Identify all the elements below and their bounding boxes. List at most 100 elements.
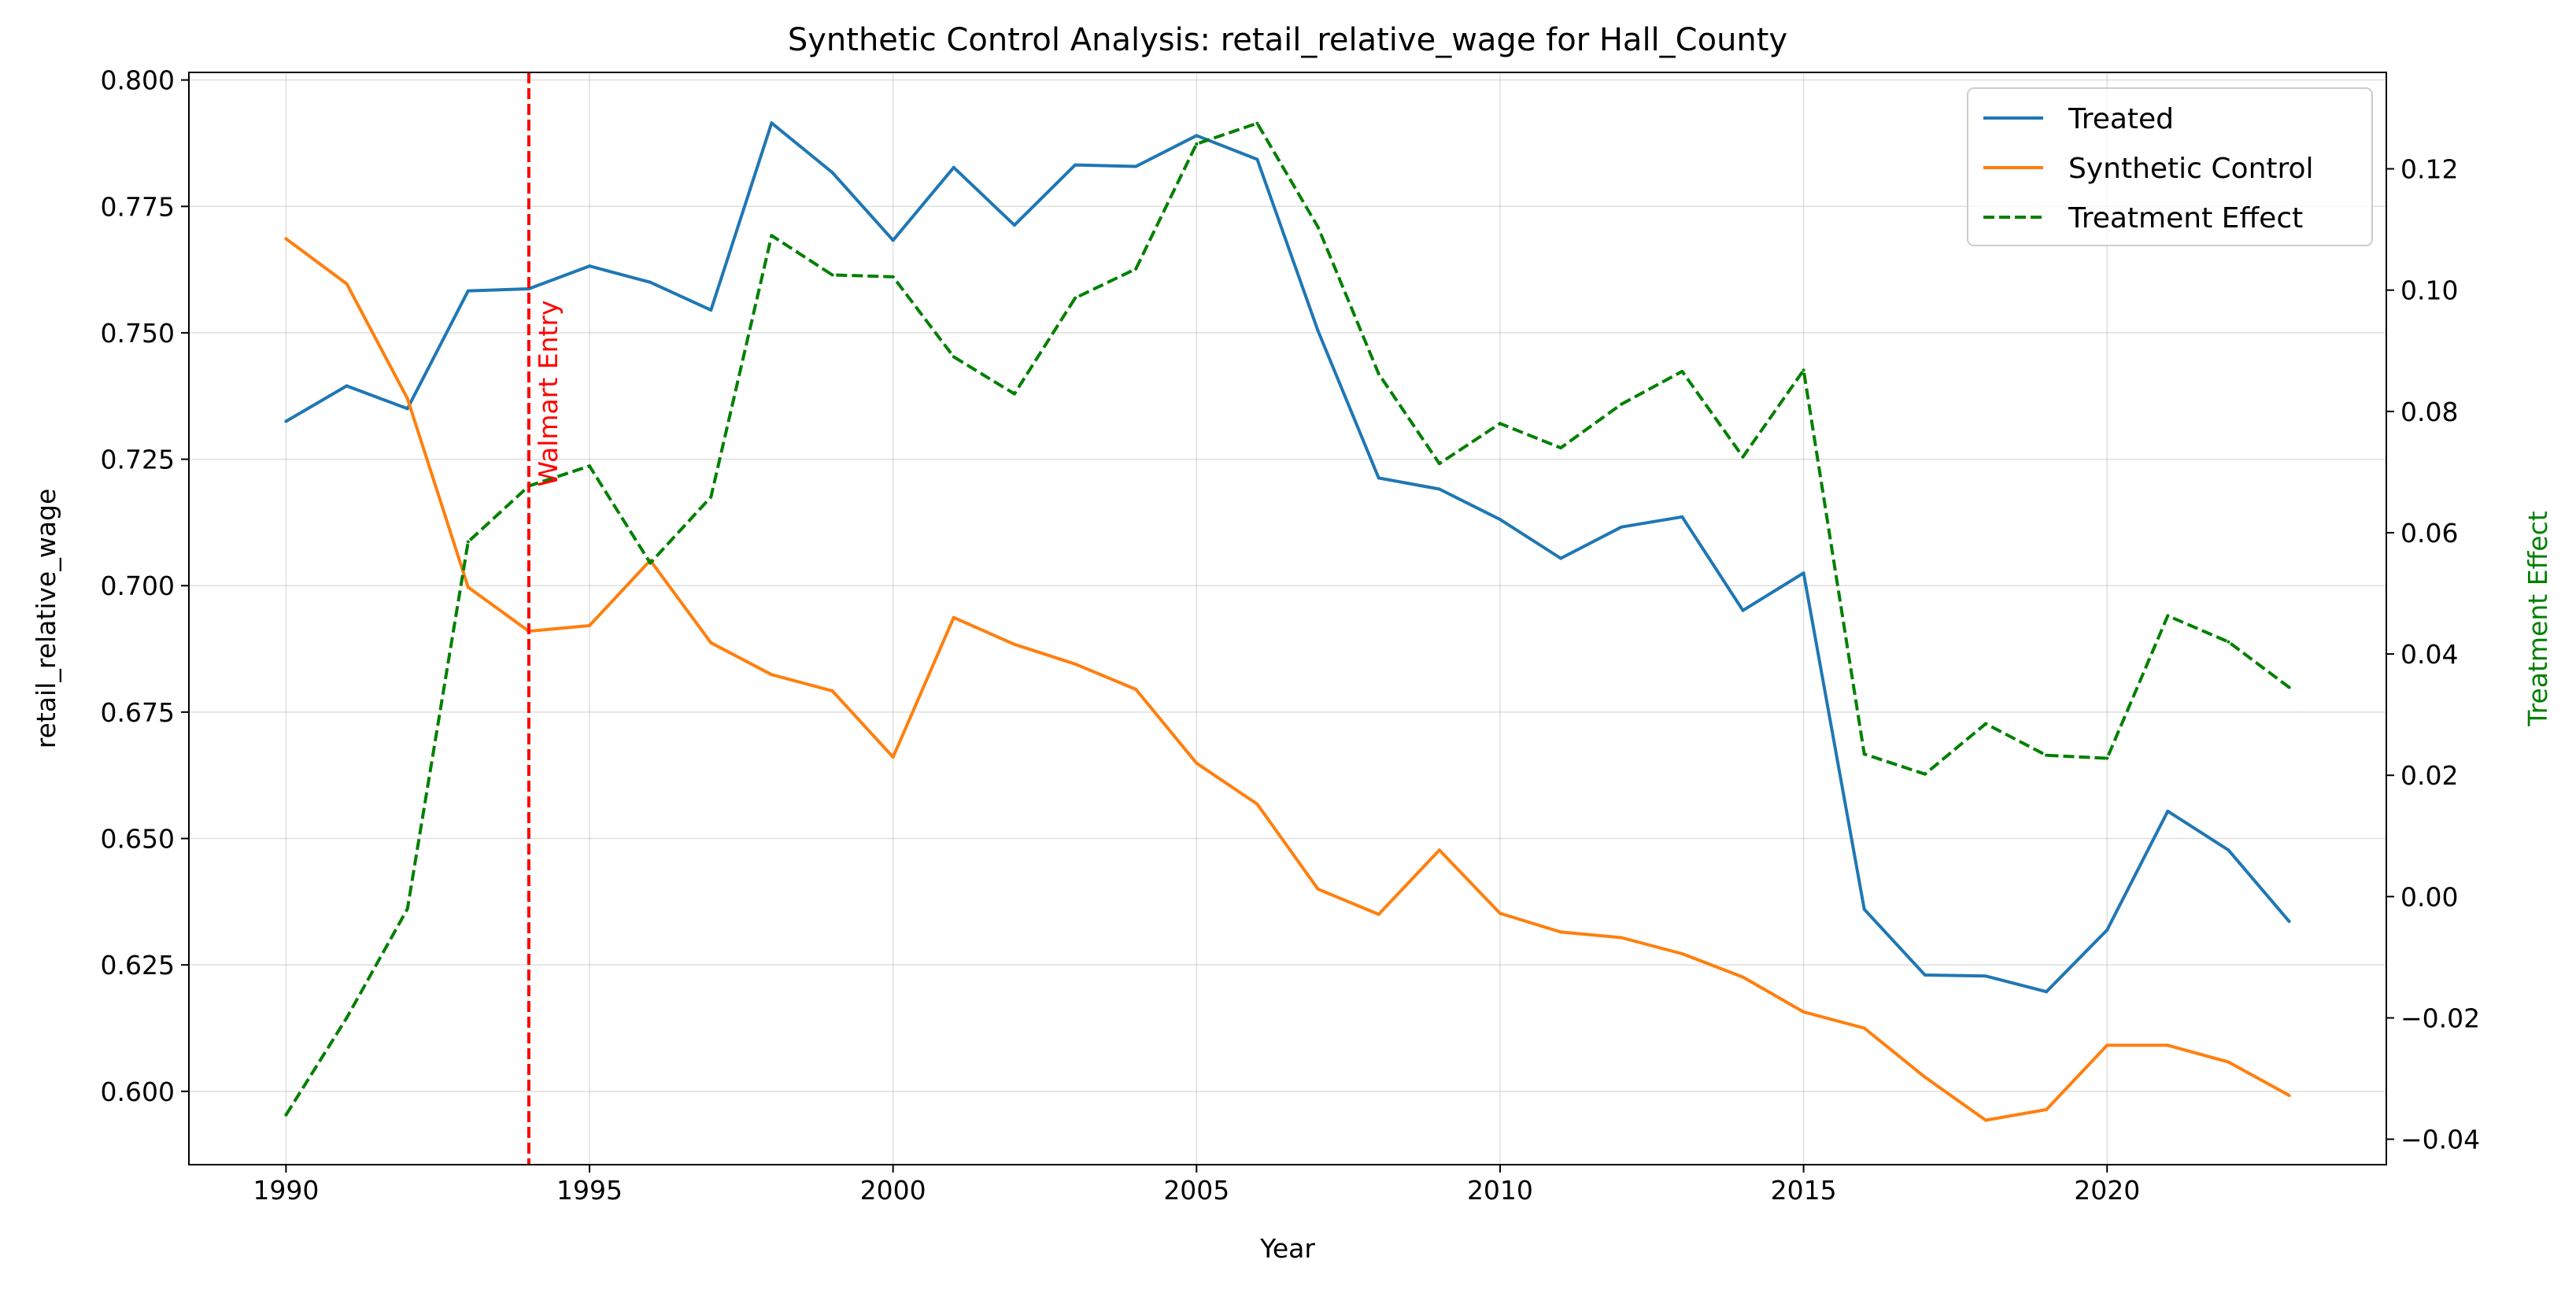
data-point-treated	[1741, 608, 1745, 612]
data-point-treated	[1255, 157, 1259, 161]
y-tick-label: 0.650	[101, 824, 175, 855]
data-point-treated	[2287, 919, 2291, 923]
data-point-treated	[1195, 134, 1199, 138]
data-point-treated	[952, 165, 955, 169]
y2-tick-label: 0.06	[2400, 518, 2458, 548]
data-point-treatment-effect	[830, 273, 834, 277]
data-point-synthetic-control	[1741, 975, 1745, 979]
data-point-synthetic-control	[1862, 1026, 1866, 1030]
data-point-treated	[527, 287, 530, 291]
data-point-synthetic-control	[1983, 1118, 1987, 1122]
y2-axis-title: Treatment Effect	[2522, 511, 2553, 726]
y-tick-label: 0.675	[101, 697, 175, 728]
data-point-synthetic-control	[1134, 687, 1138, 691]
series-layer	[284, 121, 2291, 1122]
data-point-treated	[1134, 164, 1138, 168]
data-point-treatment-effect	[2105, 756, 2109, 760]
data-point-treated	[2227, 848, 2230, 852]
data-point-treatment-effect	[1559, 446, 1563, 450]
data-point-treated	[1862, 907, 1866, 911]
data-point-treated	[466, 289, 470, 293]
data-point-synthetic-control	[1923, 1075, 1927, 1079]
data-point-treated	[1437, 487, 1441, 491]
data-point-synthetic-control	[1377, 912, 1380, 916]
series-line-synthetic-control	[285, 237, 2290, 1122]
data-point-synthetic-control	[2166, 1043, 2170, 1047]
legend-label-treatment-effect: Treatment Effect	[2068, 202, 2303, 235]
data-point-synthetic-control	[2227, 1060, 2230, 1064]
data-point-synthetic-control	[1195, 761, 1199, 765]
data-point-treated	[345, 384, 349, 388]
data-point-synthetic-control	[1498, 911, 1502, 915]
data-point-treatment-effect	[2166, 614, 2170, 618]
y-tick-label: 0.600	[101, 1077, 175, 1107]
data-point-treated	[1074, 163, 1077, 167]
data-point-treatment-effect	[1498, 422, 1502, 426]
data-point-treatment-effect	[1741, 455, 1745, 459]
data-point-synthetic-control	[1437, 848, 1441, 852]
data-point-synthetic-control	[891, 755, 895, 759]
y-axis-right: −0.04 −0.02 0.00 0.02 0.04 0.06 0.08 0.10 0.12	[2386, 154, 2480, 1155]
data-point-treatment-effect	[891, 275, 895, 279]
data-point-treatment-effect	[1255, 121, 1259, 125]
data-point-treated	[1983, 974, 1987, 978]
data-point-synthetic-control	[952, 615, 955, 619]
data-point-treated	[1316, 329, 1320, 333]
data-point-treatment-effect	[1680, 369, 1684, 373]
data-point-treatment-effect	[1862, 752, 1866, 756]
data-point-treated	[405, 407, 409, 411]
data-point-treatment-effect	[2227, 640, 2230, 644]
data-point-synthetic-control	[405, 397, 409, 401]
x-tick-label: 1995	[556, 1175, 623, 1206]
y2-tick-label: 0.12	[2400, 154, 2458, 185]
data-point-synthetic-control	[2045, 1107, 2049, 1111]
y2-tick-label: 0.10	[2400, 275, 2458, 306]
x-axis: 1990 1995 2000 2005 2010 2015 2020	[253, 1165, 2140, 1206]
data-point-treatment-effect	[1437, 462, 1441, 466]
data-point-treated	[1498, 518, 1502, 522]
y-tick-label: 0.625	[101, 950, 175, 981]
x-tick-label: 1990	[253, 1175, 319, 1206]
data-point-synthetic-control	[2287, 1093, 2291, 1097]
x-tick-label: 2000	[860, 1175, 926, 1206]
data-point-treatment-effect	[1377, 372, 1380, 376]
grid	[189, 72, 2386, 1165]
data-point-synthetic-control	[1012, 642, 1016, 646]
data-point-synthetic-control	[1802, 1010, 1805, 1014]
data-point-treated	[1680, 515, 1684, 519]
data-point-synthetic-control	[466, 585, 470, 589]
data-point-synthetic-control	[1074, 662, 1077, 666]
data-point-treated	[1559, 556, 1563, 560]
data-point-treatment-effect	[2045, 753, 2049, 757]
data-point-treated	[1012, 223, 1016, 227]
data-point-treatment-effect	[770, 234, 774, 238]
data-point-treatment-effect	[1802, 368, 1805, 372]
data-point-treatment-effect	[1620, 402, 1624, 406]
legend-label-treated: Treated	[2068, 103, 2174, 135]
data-point-treated	[709, 308, 713, 312]
data-point-treated	[284, 419, 288, 423]
data-point-treated	[1802, 571, 1805, 575]
y2-tick-label: 0.00	[2400, 881, 2458, 912]
series-line-treated	[285, 121, 2291, 994]
y-tick-label: 0.725	[101, 445, 175, 475]
data-point-treated	[891, 238, 895, 242]
data-point-treatment-effect	[1134, 267, 1138, 271]
x-tick-label: 2015	[1771, 1175, 1837, 1206]
data-point-treated	[649, 280, 652, 284]
data-point-treatment-effect	[466, 540, 470, 544]
data-point-treatment-effect	[1012, 392, 1016, 396]
y-tick-label: 0.800	[101, 65, 175, 96]
legend: Treated Synthetic Control Treatment Effect	[1967, 87, 2373, 246]
data-point-synthetic-control	[1559, 930, 1563, 934]
data-point-synthetic-control	[770, 673, 774, 677]
data-point-treated	[2045, 990, 2049, 994]
x-tick-label: 2010	[1467, 1175, 1533, 1206]
data-point-synthetic-control	[830, 689, 834, 693]
plot-frame	[188, 72, 2387, 1165]
data-point-treatment-effect	[588, 464, 592, 468]
data-point-treated	[1377, 476, 1380, 480]
data-point-synthetic-control	[588, 623, 592, 627]
data-point-synthetic-control	[1255, 802, 1259, 806]
data-point-treatment-effect	[1195, 142, 1199, 146]
